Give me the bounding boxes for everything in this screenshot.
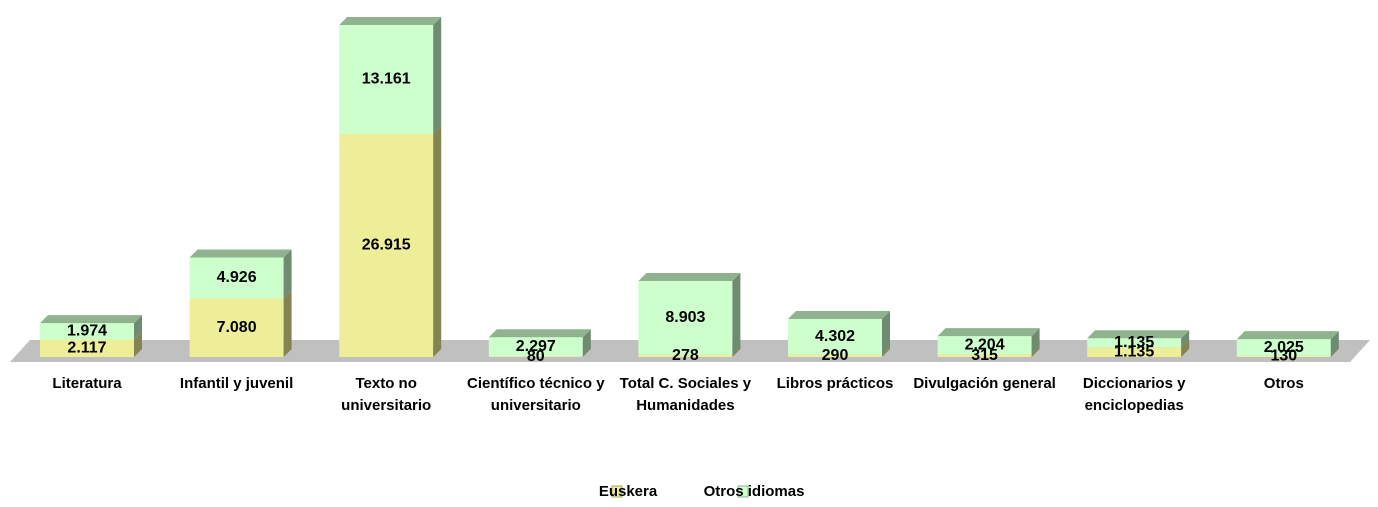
x-tick-label: Diccionarios y enciclopedias	[1082, 375, 1186, 414]
bar-front	[189, 257, 284, 299]
value-label: 1.135	[1114, 334, 1154, 351]
bar-front	[788, 318, 882, 355]
bar-segment	[1087, 339, 1190, 357]
bar-segment	[1087, 330, 1190, 348]
x-tick-label: Total C. Sociales y Humanidades	[619, 375, 752, 414]
value-label: 2.297	[516, 338, 556, 355]
bar-segment	[638, 346, 741, 357]
bar-segment	[189, 249, 292, 299]
bar-front	[1087, 347, 1182, 357]
bar-segment	[189, 290, 292, 357]
value-label: 7.080	[217, 319, 257, 336]
bar-top	[1236, 331, 1339, 340]
value-label: 2.204	[965, 336, 1005, 353]
value-label: 2.025	[1264, 339, 1304, 356]
bar-side	[433, 126, 442, 357]
bar-segment	[339, 126, 442, 357]
bar-top	[40, 315, 142, 324]
value-label: 1.135	[1114, 344, 1154, 361]
value-label: 80	[527, 348, 545, 365]
bar-top	[1087, 330, 1190, 339]
bar-top	[937, 328, 1040, 337]
bar-front	[189, 298, 284, 357]
bar-side	[1031, 346, 1040, 357]
bar-segment	[40, 331, 142, 357]
bar-side	[732, 346, 741, 357]
bar-side	[134, 331, 142, 357]
bar-segment	[488, 329, 591, 357]
bar-side	[732, 272, 741, 355]
bar-segment	[937, 328, 1040, 355]
legend-label: Otros idiomas	[704, 483, 805, 500]
bar-segment	[788, 346, 890, 357]
legend-label: Euskera	[599, 483, 658, 500]
bar-side	[433, 17, 442, 135]
value-label: 8.903	[665, 309, 705, 326]
x-tick-label: Científico técnico y universitario	[467, 375, 605, 414]
value-label: 278	[672, 347, 699, 364]
bar-front	[1236, 339, 1331, 356]
value-label: 1.974	[67, 323, 107, 340]
bar-segment	[40, 315, 142, 340]
x-tick-label: Divulgación general	[913, 375, 1056, 392]
bar-top	[339, 17, 442, 25]
bar-side	[882, 346, 890, 357]
legend-swatch	[611, 485, 623, 498]
bar-side	[1181, 339, 1190, 357]
bar-front	[40, 323, 134, 340]
bar-front	[488, 337, 583, 357]
bar-front	[937, 336, 1032, 355]
bar-front	[339, 25, 434, 135]
x-tick-label: Otros	[1263, 375, 1304, 392]
value-label: 13.161	[362, 71, 411, 88]
bar-front	[937, 354, 1032, 357]
value-label: 315	[971, 347, 998, 364]
x-tick-label: Infantil y juvenil	[179, 375, 294, 392]
bar-segment	[638, 272, 741, 355]
legend-swatch	[737, 485, 749, 498]
x-tick-label: Libros prácticos	[776, 375, 894, 392]
value-label: 290	[822, 347, 849, 364]
bar-front	[638, 354, 733, 357]
bar-segment	[1236, 347, 1339, 357]
bar-side	[283, 290, 292, 357]
value-label: 4.926	[217, 269, 257, 286]
value-label: 26.915	[362, 237, 411, 254]
bar-side	[582, 348, 591, 357]
bar-front	[339, 134, 434, 357]
bar-top	[788, 310, 890, 319]
bar-front	[488, 356, 583, 357]
bar-top	[189, 249, 292, 258]
value-label: 4.302	[815, 328, 855, 345]
bar-side	[134, 315, 142, 340]
bar-segment	[339, 17, 442, 135]
bar-top	[488, 329, 591, 338]
bar-front	[788, 354, 882, 357]
bar-segment	[937, 346, 1040, 357]
value-label: 130	[1270, 348, 1297, 365]
bar-segment	[488, 348, 591, 357]
bar-front	[1087, 338, 1182, 348]
bar-segment	[788, 310, 890, 355]
bar-side	[582, 329, 591, 357]
bar-side	[1330, 347, 1339, 357]
bar-side	[882, 310, 890, 355]
value-label: 2.117	[67, 339, 106, 356]
x-tick-label: Literatura	[52, 375, 122, 392]
bar-front	[638, 280, 733, 355]
bar-side	[1330, 331, 1339, 356]
bar-side	[1031, 328, 1040, 355]
x-tick-label: Texto no universitario	[341, 375, 432, 414]
bar-side	[283, 249, 292, 299]
bar-segment	[1236, 331, 1339, 356]
bar-top	[638, 272, 741, 281]
bar-front	[40, 339, 134, 357]
bar-front	[1236, 355, 1331, 357]
bar-side	[1181, 330, 1190, 348]
